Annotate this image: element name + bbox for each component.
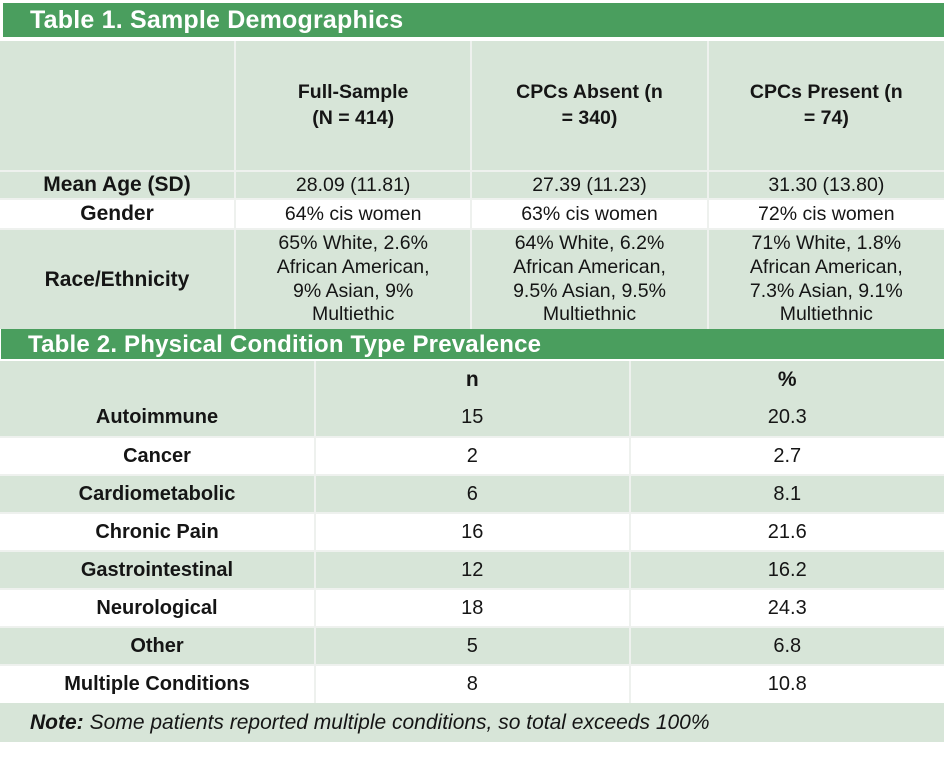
- table-cell: 6.8: [628, 626, 944, 666]
- table1-row-gender: Gender 64% cis women 63% cis women 72% c…: [0, 198, 944, 230]
- table1-title-bar: Table 1. Sample Demographics: [3, 3, 944, 37]
- row-label: Gender: [0, 198, 236, 230]
- table-cell: 71% White, 1.8% African American, 7.3% A…: [706, 228, 944, 329]
- table1-header-row: Full-Sample (N = 414) CPCs Absent (n = 3…: [0, 41, 944, 172]
- table1-header-cpcs-absent: CPCs Absent (n = 340): [470, 41, 709, 172]
- table2-note: Note: Some patients reported multiple con…: [0, 703, 944, 742]
- table-cell: 2.7: [628, 436, 944, 476]
- table2-row-neurological: Neurological 18 24.3: [0, 588, 944, 628]
- row-label: Cancer: [0, 436, 316, 476]
- table2-header-pct: %: [628, 361, 944, 399]
- table-cell: 16: [314, 512, 631, 552]
- table2-row-cancer: Cancer 2 2.7: [0, 436, 944, 476]
- table-cell: 21.6: [628, 512, 944, 552]
- row-label: Neurological: [0, 588, 316, 628]
- table1-row-mean-age: Mean Age (SD) 28.09 (11.81) 27.39 (11.23…: [0, 170, 944, 200]
- table-cell: 27.39 (11.23): [470, 170, 709, 200]
- table2-row-chronic-pain: Chronic Pain 16 21.6: [0, 512, 944, 552]
- table2-header-empty-cell: [0, 361, 316, 399]
- table-cell: 12: [314, 550, 631, 590]
- row-label: Other: [0, 626, 316, 666]
- table1-sample-demographics: Full-Sample (N = 414) CPCs Absent (n = 3…: [0, 41, 944, 329]
- row-label: Multiple Conditions: [0, 664, 316, 703]
- row-label: Autoimmune: [0, 399, 316, 438]
- table2-header-row: n %: [0, 361, 944, 399]
- table2-title-bar: Table 2. Physical Condition Type Prevale…: [1, 329, 944, 359]
- table1-row-race-ethnicity: Race/Ethnicity 65% White, 2.6% African A…: [0, 228, 944, 329]
- row-label: Race/Ethnicity: [0, 228, 236, 329]
- table1-header-full-sample: Full-Sample (N = 414): [233, 41, 473, 172]
- note-text: Some patients reported multiple conditio…: [89, 711, 710, 734]
- table1-header-empty-cell: [0, 41, 236, 172]
- table2-row-gastrointestinal: Gastrointestinal 12 16.2: [0, 550, 944, 590]
- table-cell: 16.2: [628, 550, 944, 590]
- table-cell: 2: [314, 436, 631, 476]
- table2-row-multiple-conditions: Multiple Conditions 8 10.8: [0, 664, 944, 703]
- table-cell: 24.3: [628, 588, 944, 628]
- table-cell: 5: [314, 626, 631, 666]
- table-cell: 8.1: [628, 474, 944, 514]
- table2-row-autoimmune: Autoimmune 15 20.3: [0, 399, 944, 438]
- table-cell: 65% White, 2.6% African American, 9% Asi…: [233, 228, 473, 329]
- table2-row-cardiometabolic: Cardiometabolic 6 8.1: [0, 474, 944, 514]
- table-cell: 28.09 (11.81): [233, 170, 473, 200]
- table2-row-other: Other 5 6.8: [0, 626, 944, 666]
- table1-title: Table 1. Sample Demographics: [30, 6, 404, 34]
- table-cell: 20.3: [628, 399, 944, 438]
- table-cell: 10.8: [628, 664, 944, 703]
- table-cell: 72% cis women: [706, 198, 944, 230]
- table-cell: 64% cis women: [233, 198, 473, 230]
- table-cell: 18: [314, 588, 631, 628]
- row-label: Cardiometabolic: [0, 474, 316, 514]
- table-cell: 64% White, 6.2% African American, 9.5% A…: [470, 228, 709, 329]
- row-label: Chronic Pain: [0, 512, 316, 552]
- table-cell: 63% cis women: [470, 198, 709, 230]
- table-cell: 31.30 (13.80): [706, 170, 944, 200]
- table2-title: Table 2. Physical Condition Type Prevale…: [28, 331, 542, 358]
- table2-header-n: n: [314, 361, 631, 399]
- note-label: Note:: [30, 711, 84, 734]
- row-label: Mean Age (SD): [0, 170, 236, 200]
- table-cell: 6: [314, 474, 631, 514]
- table-cell: 8: [314, 664, 631, 703]
- row-label: Gastrointestinal: [0, 550, 316, 590]
- table2-condition-prevalence: n % Autoimmune 15 20.3 Cancer 2 2.7 Card…: [0, 361, 944, 703]
- table-cell: 15: [314, 399, 631, 438]
- table1-header-cpcs-present: CPCs Present (n = 74): [706, 41, 944, 172]
